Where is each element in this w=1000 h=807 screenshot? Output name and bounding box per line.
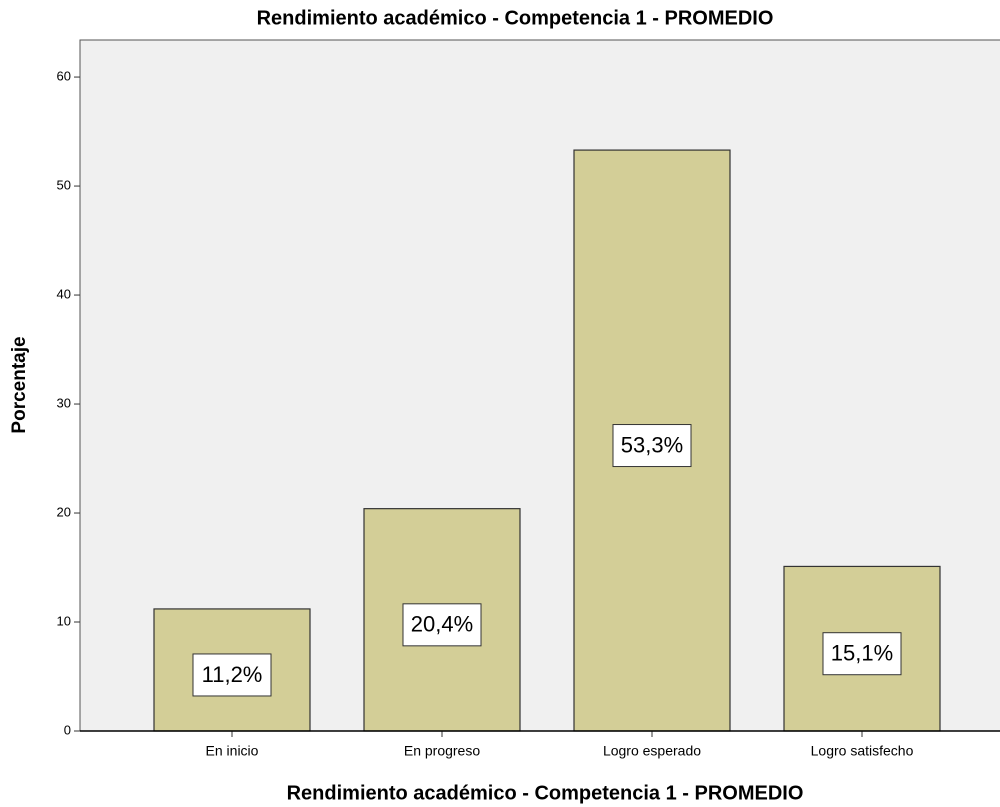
y-tick-label: 60 <box>57 68 71 83</box>
y-tick-label: 40 <box>57 286 71 301</box>
value-label: 15,1% <box>831 641 893 666</box>
x-tick-label: En progreso <box>404 743 480 759</box>
y-tick-label: 20 <box>57 504 71 519</box>
x-tick-label: Logro esperado <box>603 743 701 759</box>
x-axis-label: Rendimiento académico - Competencia 1 - … <box>287 782 804 804</box>
value-label: 53,3% <box>621 432 683 457</box>
y-axis-label: Porcentaje <box>9 336 30 433</box>
y-tick-label: 10 <box>57 613 71 628</box>
y-tick-label: 50 <box>57 177 71 192</box>
value-label-box <box>402 603 482 647</box>
value-label-box <box>822 632 902 676</box>
value-label-box <box>192 653 272 697</box>
y-tick-label: 30 <box>57 395 71 410</box>
chart-title: Rendimiento académico - Competencia 1 - … <box>257 7 774 29</box>
value-label: 20,4% <box>411 612 473 637</box>
y-tick-label: 0 <box>64 722 71 737</box>
value-label-box <box>612 424 692 468</box>
value-label: 11,2% <box>202 662 263 687</box>
x-tick-label: Logro satisfecho <box>811 743 914 759</box>
x-tick-label: En inicio <box>206 743 259 759</box>
